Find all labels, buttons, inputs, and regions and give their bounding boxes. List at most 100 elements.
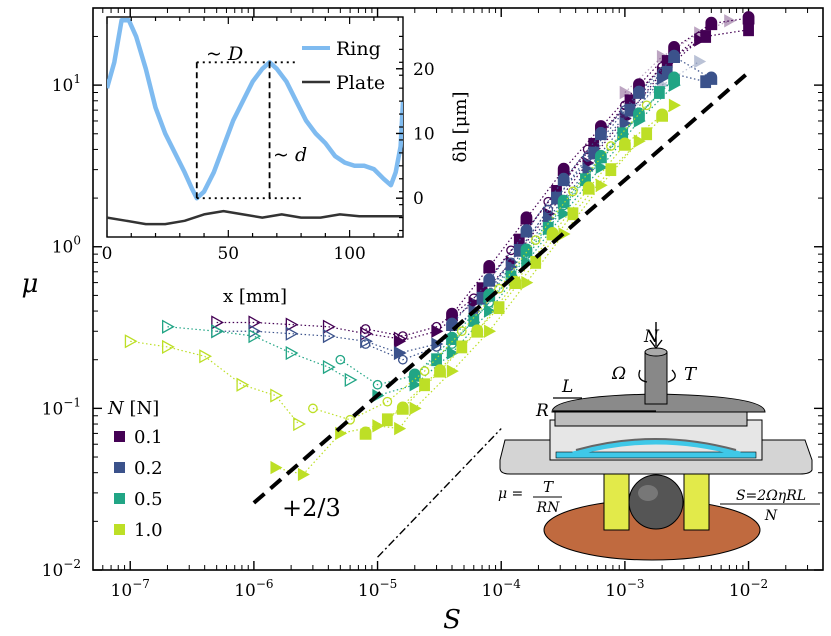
data-point-circle: [372, 379, 383, 390]
data-point-circle: [483, 273, 496, 287]
legend-swatch-3: [114, 524, 125, 535]
data-point-square: [530, 256, 542, 269]
legend-swatch-1: [114, 462, 125, 473]
series-connector: [624, 60, 700, 116]
inset-y-axis-title: δh [μm]: [450, 92, 471, 163]
data-point-triangle: [360, 326, 373, 341]
slope-label: +2/3: [282, 494, 341, 522]
formula-S-denominator: N: [764, 508, 778, 524]
data-point-triangle: [656, 49, 669, 64]
data-point-circle: [308, 403, 318, 414]
data-point-triangle: [270, 388, 284, 403]
inset-legend-ring-label: Ring: [336, 38, 381, 60]
data-point-triangle: [724, 14, 737, 28]
legend-title: N [N]: [107, 398, 159, 419]
data-point-circle: [633, 85, 645, 99]
x-tick-label: 10−7: [111, 577, 150, 601]
data-point-triangle: [248, 328, 262, 344]
data-point-triangle: [446, 364, 459, 378]
series-connector: [130, 340, 300, 425]
data-point-circle: [483, 260, 496, 274]
rheometer-schematic: N Ω T L R μ = T RN S=2ΩηRL N: [498, 322, 820, 561]
series-connector: [399, 78, 663, 354]
inset-x-tick-label: 50: [217, 244, 239, 264]
legend-swatch-2: [114, 493, 125, 504]
data-point-triangle: [162, 319, 175, 334]
x-tick-label: 10−2: [729, 577, 768, 601]
schematic-support-right: [683, 471, 710, 531]
legend-label-0: 0.1: [134, 427, 163, 448]
data-point-triangle: [694, 26, 707, 40]
data-point-circle: [633, 107, 645, 121]
x-tick-label: 10−4: [482, 577, 522, 601]
data-point-triangle: [558, 207, 571, 221]
inset-d-label: ~ d: [273, 144, 307, 166]
inset-legend-plate-label: Plate: [336, 72, 385, 94]
data-point-triangle: [211, 315, 225, 330]
series-connector: [216, 330, 400, 354]
schematic-fluid: [555, 451, 757, 459]
data-point-triangle: [582, 162, 595, 177]
series-N-0.2: [211, 49, 718, 365]
inset-D-label: ~ D: [206, 43, 243, 65]
data-point-triangle: [236, 377, 250, 392]
data-point-circle: [557, 172, 570, 187]
data-point-circle: [360, 339, 371, 349]
data-point-circle: [520, 243, 533, 257]
data-point-triangle: [505, 260, 518, 274]
data-point-square: [431, 353, 442, 367]
legend-label-2: 0.5: [134, 489, 163, 510]
data-point-square: [419, 378, 430, 392]
x-axis-title: S: [443, 605, 461, 635]
data-point-circle: [359, 426, 372, 440]
main-guide-lines: [252, 70, 750, 558]
schematic-ball-highlight: [638, 485, 658, 501]
series-connector: [365, 71, 663, 361]
data-point-square: [381, 413, 393, 427]
data-point-triangle: [521, 275, 534, 290]
schematic-shaft-top: [644, 347, 668, 357]
schematic-shaft: [644, 351, 668, 405]
data-point-triangle: [162, 339, 175, 355]
data-point-triangle: [484, 304, 497, 318]
series-connector: [451, 17, 749, 316]
schematic-label-L: L: [561, 377, 573, 397]
data-point-square: [567, 207, 579, 221]
data-point-triangle: [468, 296, 481, 310]
data-point-circle: [582, 181, 595, 195]
data-point-square: [605, 163, 617, 177]
data-point-circle: [656, 108, 669, 122]
y-tick-label: 10−2: [42, 557, 81, 581]
slope-guide-line: [377, 428, 502, 558]
data-point-triangle: [394, 346, 407, 360]
data-point-circle: [530, 235, 541, 245]
data-point-circle: [605, 141, 616, 151]
inset-line-plate: [107, 209, 403, 226]
schematic-rotation-arrow-right: [667, 369, 676, 383]
data-point-triangle: [285, 326, 299, 341]
data-point-circle: [471, 324, 484, 338]
data-point-circle: [360, 324, 371, 334]
formula-S-numerator: S=2ΩηRL: [736, 488, 806, 504]
data-point-circle: [742, 11, 755, 25]
inset-y-tick-label: 20: [413, 60, 435, 80]
legend: N [N] 0.1 0.2 0.5 1.0: [107, 398, 163, 541]
data-point-triangle: [270, 460, 283, 475]
inset-x-tick-label: 0: [102, 244, 113, 264]
inset-y-tick-label: 10: [413, 124, 435, 144]
data-point-triangle: [285, 345, 299, 361]
data-point-square: [700, 75, 712, 89]
series-connector: [216, 321, 400, 340]
y-tick-label: 100: [52, 234, 81, 258]
data-point-circle: [705, 16, 718, 31]
data-point-circle: [434, 364, 446, 378]
data-point-circle: [618, 137, 631, 151]
x-tick-label: 10−5: [358, 577, 397, 601]
data-point-triangle: [484, 324, 497, 338]
y-tick-label: 101: [52, 72, 81, 96]
data-point-circle: [595, 150, 607, 164]
inset-x-axis-title: x [mm]: [223, 286, 287, 307]
data-point-circle: [668, 71, 680, 85]
